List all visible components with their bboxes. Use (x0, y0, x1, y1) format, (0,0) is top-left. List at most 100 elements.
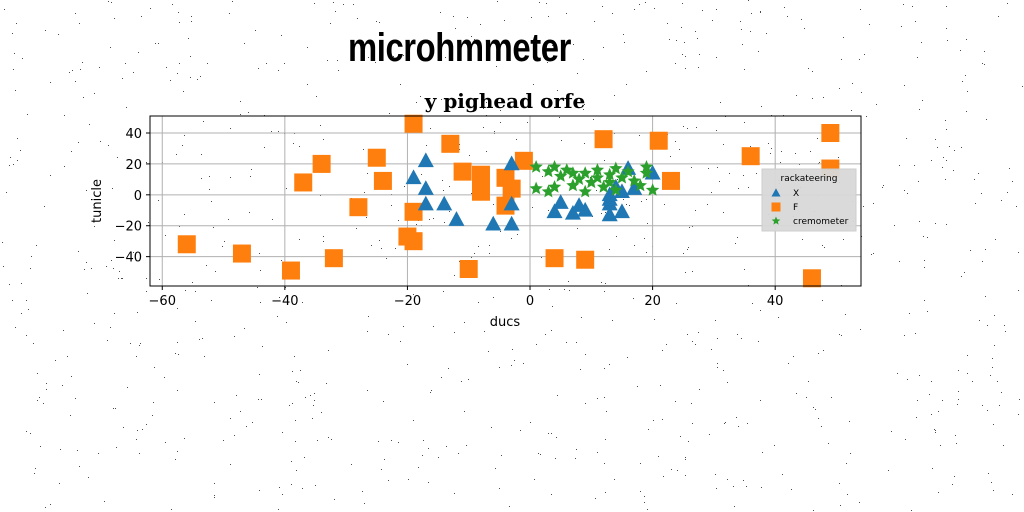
noise-dot (675, 63, 676, 64)
noise-dot (458, 453, 459, 454)
noise-dot (796, 393, 797, 394)
noise-dot (234, 336, 235, 337)
data-point (649, 131, 668, 150)
data-point (566, 166, 580, 179)
noise-dot (752, 303, 753, 304)
noise-dot (155, 43, 156, 44)
noise-dot (195, 321, 196, 322)
noise-dot (614, 479, 615, 480)
noise-dot (381, 248, 382, 249)
noise-dot (211, 300, 212, 301)
noise-dot (788, 363, 789, 364)
noise-dot (601, 282, 602, 283)
noise-dot (523, 363, 524, 364)
noise-dot (992, 367, 993, 368)
noise-dot (654, 8, 655, 9)
noise-dot (26, 335, 27, 336)
noise-dot (323, 139, 324, 140)
noise-dot (334, 499, 335, 500)
noise-dot (366, 217, 367, 218)
noise-dot (716, 488, 717, 489)
data-point (503, 155, 520, 171)
noise-dot (684, 42, 685, 43)
x-tick-label: 20 (644, 294, 661, 309)
noise-dot (817, 138, 818, 139)
noise-dot (967, 355, 968, 356)
noise-dot (760, 12, 761, 13)
noise-dot (583, 109, 584, 110)
noise-dot (431, 390, 432, 391)
noise-dot (551, 330, 552, 331)
noise-dot (576, 449, 577, 450)
noise-dot (312, 418, 313, 419)
data-point (404, 202, 423, 221)
noise-dot (279, 487, 280, 488)
noise-dot (675, 401, 676, 402)
noise-dot (509, 506, 510, 507)
noise-dot (964, 272, 965, 273)
noise-dot (315, 485, 316, 486)
noise-dot (778, 317, 779, 318)
noise-dot (653, 420, 654, 421)
noise-dot (604, 463, 605, 464)
noise-dot (946, 6, 947, 7)
noise-dot (26, 431, 27, 432)
noise-dot (177, 342, 178, 343)
data-point (578, 184, 592, 198)
data-point (601, 206, 618, 222)
noise-dot (956, 443, 957, 444)
data-point (590, 163, 605, 176)
noise-dot (166, 67, 167, 68)
noise-dot (368, 316, 369, 317)
noise-dot (784, 7, 785, 8)
noise-dot (213, 227, 214, 228)
noise-dot (338, 70, 339, 71)
data-point (572, 172, 586, 185)
noise-dot (869, 24, 870, 25)
noise-dot (527, 122, 528, 123)
noise-dot (317, 440, 318, 441)
x-tick-label: −40 (271, 294, 298, 309)
noise-dot (260, 302, 261, 303)
noise-dot (214, 495, 215, 496)
noise-dot (113, 408, 114, 409)
noise-dot (259, 490, 260, 491)
noise-dot (133, 72, 134, 73)
noise-dot (379, 240, 380, 241)
noise-dot (420, 96, 421, 97)
data-point (324, 249, 343, 268)
noise-dot (486, 151, 487, 152)
noise-dot (743, 480, 744, 481)
noise-dot (320, 125, 321, 126)
noise-dot (281, 35, 282, 36)
noise-dot (209, 176, 210, 177)
data-point (547, 180, 562, 193)
noise-dot (240, 411, 241, 412)
noise-dot (921, 42, 922, 43)
noise-dot (919, 375, 920, 376)
data-point (603, 167, 617, 181)
noise-dot (296, 470, 297, 471)
noise-dot (907, 193, 908, 194)
noise-dot (278, 131, 279, 132)
noise-dot (982, 405, 983, 406)
noise-dot (106, 266, 107, 267)
noise-dot (715, 474, 716, 475)
plot-frame (149, 115, 862, 287)
noise-dot (170, 80, 171, 81)
noise-dot (230, 177, 231, 178)
noise-dot (533, 84, 534, 85)
noise-dot (604, 368, 605, 369)
noise-dot (914, 165, 915, 166)
noise-dot (946, 28, 947, 29)
noise-dot (927, 237, 928, 238)
noise-dot (802, 239, 803, 240)
data-point (349, 198, 368, 217)
noise-dot (904, 190, 905, 191)
noise-dot (741, 29, 742, 30)
noise-dot (949, 146, 950, 147)
noise-dot (15, 327, 16, 328)
noise-dot (584, 104, 585, 105)
noise-dot (320, 195, 321, 196)
